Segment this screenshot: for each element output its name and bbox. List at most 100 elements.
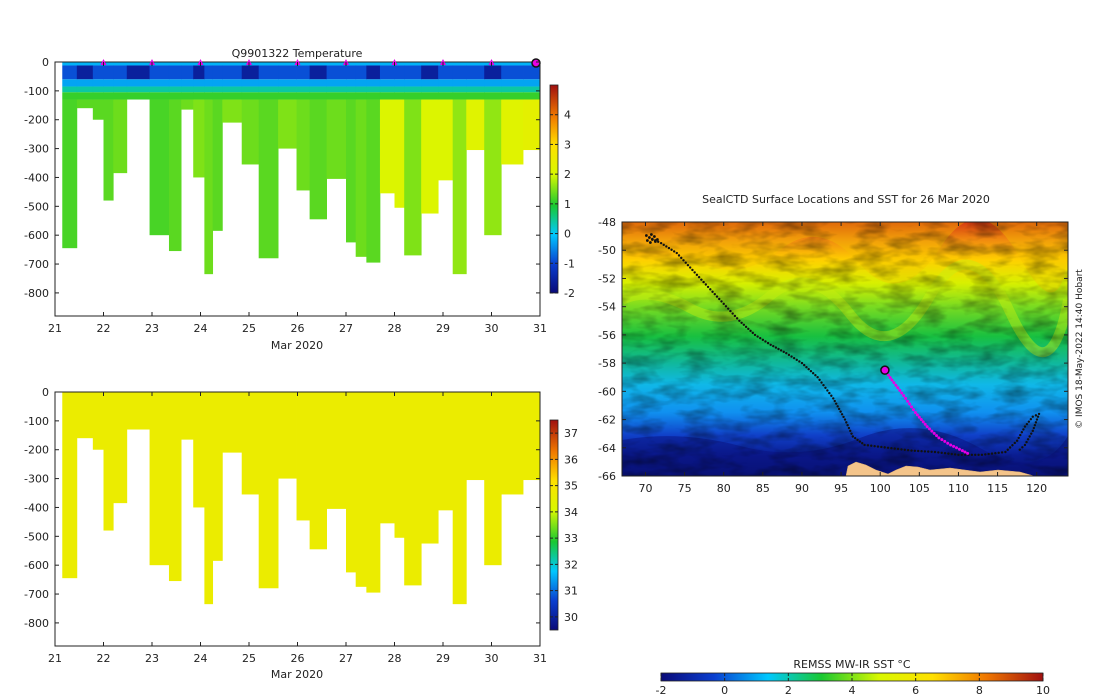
temperature-cell [126,92,150,100]
temperature-cell [76,65,94,80]
temperature-cell [168,92,182,100]
seal-track-point [729,309,732,313]
temperature-cell [326,79,347,87]
temperature-cell [92,99,104,120]
temperature-profile [379,62,395,194]
temperature-cell [346,99,357,243]
temperature-cell [278,99,297,149]
seal-track-point [659,241,663,245]
temperature-cell [149,65,170,80]
seal-track-point [726,307,730,310]
temperature-cell [501,65,524,80]
seal-track-point [702,280,705,284]
seal-track-point [715,295,719,298]
seal-recent-track-point [928,427,932,431]
salinity-colorbar-tick-label: 36 [564,453,578,466]
seal-track-point [987,452,990,456]
temperature-cell [126,65,150,80]
temperature-cell [394,86,405,93]
sst-colorbar-tick-label: 4 [849,684,856,697]
seal-track-point [1034,421,1038,424]
seal-track-point [704,283,708,286]
salinity-x-tick-label: 25 [242,652,256,665]
temperature-cell [212,86,223,93]
sst-colorbar-tick-label: 10 [1036,684,1050,697]
temperature-cell [404,92,422,100]
seal-track-point [686,263,690,267]
seal-track-point [718,297,721,301]
temperature-cell [62,92,78,100]
salinity-x-tick-label: 27 [339,652,353,665]
seal-track-point [744,325,748,329]
temperature-cell [103,86,114,93]
temperature-profile [346,62,357,243]
seal-track-point [684,261,687,264]
seal-track-point [893,447,896,450]
temperature-cell [523,86,540,93]
seal-track-point [1026,438,1030,441]
seal-track-point [880,445,883,449]
sst-colorbar-ticks: -2 0 2 4 6 8 10 [656,673,1050,697]
temperature-cell [346,62,357,66]
seal-track-point [811,371,815,375]
temperature-cell [404,79,422,87]
seal-track-point [693,271,696,274]
salinity-cell [523,392,540,481]
temperature-cell [326,99,347,179]
seal-track-point [807,367,810,371]
salinity-cell [366,392,381,593]
seal-track-point [800,361,804,365]
temperature-cell [149,62,170,66]
seal-track-point [849,429,852,433]
seal-track-point [798,360,801,363]
temperature-cell [296,99,311,191]
salinity-y-tick-label: -400 [24,501,49,514]
temperature-colorbar-tick-label: 2 [564,168,571,181]
temperature-cell [92,79,104,87]
temperature-x-tick-label: 28 [388,322,402,335]
temperature-cell [92,86,104,93]
seal-track-point [1034,414,1038,417]
temperature-x-tick-label: 27 [339,322,353,335]
salinity-colorbar-tick-label: 30 [564,611,578,624]
temperature-cell [204,92,214,100]
temperature-cell [193,92,205,100]
seal-track-point [900,448,903,451]
temperature-cell [421,65,439,80]
temperature-cell [404,62,422,66]
seal-track-point [706,285,710,289]
salinity-x-label: Mar 2020 [271,668,323,681]
seal-track-point [950,452,953,456]
temperature-profile [501,62,524,165]
temperature-cell [346,79,357,87]
sst-field [622,222,1068,476]
temperature-cell [76,62,94,66]
temperature-cell [421,62,439,66]
seal-track-point [903,448,907,451]
seal-track-point [722,302,725,306]
temperature-cell [181,86,194,93]
temperature-cell [466,86,485,93]
seal-track-point [1021,446,1024,449]
salinity-colorbar-tick-label: 34 [564,506,578,519]
temperature-cell [466,65,485,80]
temperature-cell [62,65,78,80]
seal-track-point [947,452,950,455]
temperature-y-tick-label: 0 [42,56,49,69]
temperature-cell [355,92,367,100]
map-x-tick-label: 110 [948,482,969,495]
seal-track-start-point [652,235,656,238]
temperature-cell [326,65,347,80]
seal-track-point [906,448,910,452]
temperature-profile [181,62,194,110]
temperature-cell [501,99,524,165]
temperature-x-label: Mar 2020 [271,339,323,352]
temperature-cell [212,92,223,100]
temperature-cell [193,65,205,80]
seal-track-point [818,378,821,382]
map-y-tick-label: -64 [598,442,616,455]
temperature-colorbar-tick-label: 4 [564,109,571,122]
temperature-cell [296,92,311,100]
seal-track-point [675,251,678,255]
seal-track-point [1036,415,1040,418]
